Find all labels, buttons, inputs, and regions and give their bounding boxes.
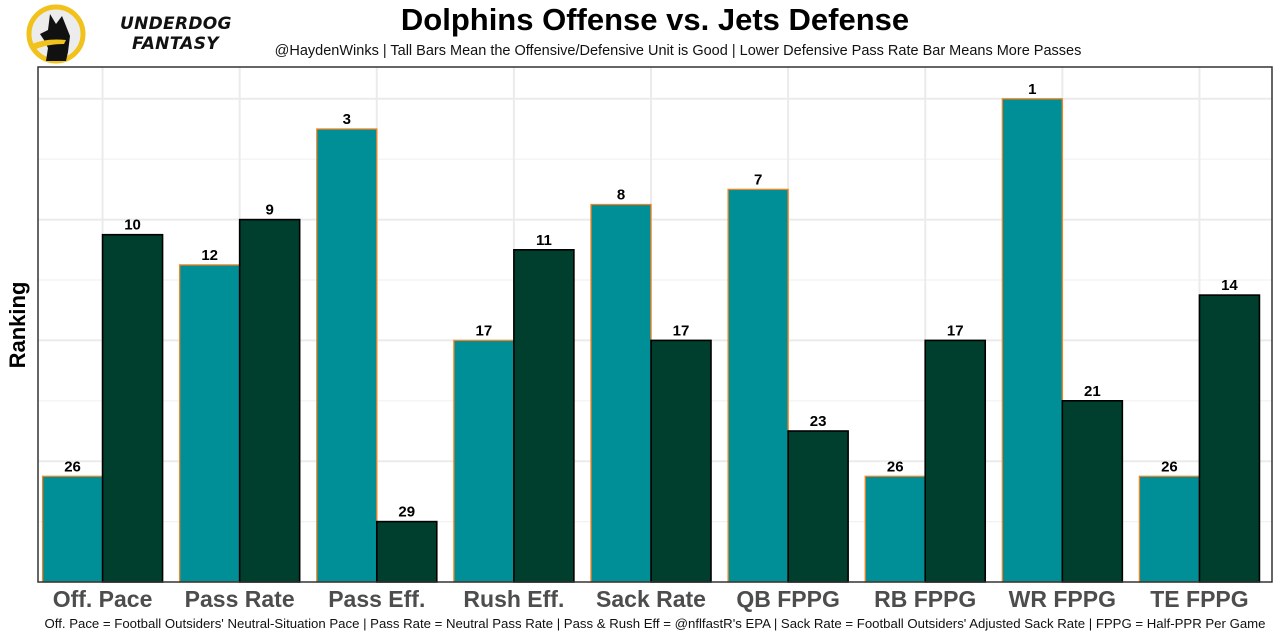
data-label: 12 <box>201 247 218 264</box>
bar-dolphins-offense <box>41 475 104 583</box>
data-label: 3 <box>343 111 351 128</box>
bar-jets-defense <box>650 339 712 583</box>
bar-jets-defense <box>787 430 849 583</box>
underdog-fantasy-logo: UNDERDOG FANTASY <box>26 4 231 64</box>
data-label: 8 <box>617 187 625 204</box>
x-tick-label: Rush Eff. <box>463 586 564 612</box>
data-label: 26 <box>887 458 904 475</box>
bar-dolphins-offense <box>590 203 652 583</box>
underdog-dog-icon <box>26 4 86 64</box>
x-tick-label: Sack Rate <box>596 586 706 612</box>
x-tick-label: TE FPPG <box>1150 586 1248 612</box>
bar-jets-defense <box>513 249 575 583</box>
data-labels: 26 10 12 9 3 29 17 11 8 17 7 23 26 17 1 21 26 14 <box>64 81 1238 521</box>
bar-jets-defense <box>1061 399 1124 583</box>
data-label: 23 <box>810 413 827 430</box>
data-label: 10 <box>124 217 141 234</box>
plot-border <box>37 66 1273 583</box>
logo-line-1: UNDERDOG <box>120 14 232 34</box>
logo-wordmark: UNDERDOG FANTASY <box>120 14 232 54</box>
data-label: 7 <box>754 171 762 188</box>
data-label: 17 <box>673 322 690 339</box>
data-label: 17 <box>947 322 964 339</box>
data-label: 26 <box>1161 458 1178 475</box>
data-label: 17 <box>476 322 493 339</box>
bar-jets-defense <box>238 218 301 583</box>
data-label: 29 <box>398 504 415 521</box>
bar-dolphins-offense <box>179 264 241 583</box>
bar-jets-defense <box>1198 294 1261 583</box>
chart-title: Dolphins Offense vs. Jets Defense <box>400 2 910 37</box>
data-label: 11 <box>536 232 552 249</box>
x-tick-label: QB FPPG <box>736 586 840 612</box>
logo-line-2: FANTASY <box>132 34 219 54</box>
chart-caption: Off. Pace = Football Outsiders' Neutral-… <box>44 616 1266 631</box>
bar-jets-defense <box>375 520 438 583</box>
x-tick-label: Off. Pace <box>53 586 153 612</box>
data-label: 1 <box>1028 81 1036 98</box>
chart-subtitle: @HaydenWinks | Tall Bars Mean the Offens… <box>274 43 1082 59</box>
bar-dolphins-offense <box>864 475 926 583</box>
bar-dolphins-offense <box>316 128 378 583</box>
bar-jets-defense <box>101 233 164 583</box>
bar-dolphins-offense <box>453 339 515 583</box>
data-label: 14 <box>1221 277 1238 294</box>
x-tick-label: RB FPPG <box>874 586 976 612</box>
x-tick-labels: Off. Pace Pass Rate Pass Eff. Rush Eff. Sack… <box>53 586 1249 612</box>
bar-dolphins-offense <box>727 188 789 583</box>
data-label: 26 <box>64 458 81 475</box>
x-tick-label: Pass Rate <box>185 586 295 612</box>
bar-dolphins-offense <box>1138 475 1201 583</box>
bars <box>41 98 1261 583</box>
bar-jets-defense <box>924 339 987 583</box>
x-tick-label: Pass Eff. <box>328 586 425 612</box>
x-tick-label: WR FPPG <box>1009 586 1116 612</box>
data-label: 9 <box>265 202 273 219</box>
data-label: 21 <box>1084 383 1101 400</box>
bar-dolphins-offense <box>1001 98 1063 583</box>
